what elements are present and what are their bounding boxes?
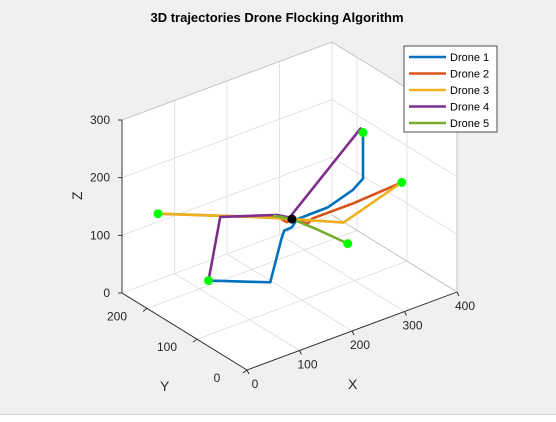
legend-entry-2: Drone 2 — [450, 69, 489, 81]
grid-x-floor — [174, 273, 300, 351]
series-line-4 — [207, 127, 362, 282]
y-tick-mark — [192, 338, 198, 343]
start-marker-5 — [343, 239, 353, 249]
grid-z-side — [331, 99, 458, 178]
x-tick-mark — [351, 330, 355, 336]
start-marker-2 — [397, 177, 407, 187]
box-edges — [121, 41, 458, 371]
z-tick-label: 100 — [90, 228, 110, 242]
grid-z-back — [121, 214, 333, 294]
y-tick-label: 100 — [157, 340, 177, 354]
grid-y-floor — [146, 230, 358, 309]
tick-labels: 0 100 200 300 400 0 100 200 0 100 200 300 — [90, 113, 475, 391]
z-axis-label: Z — [69, 191, 85, 200]
y-tick-mark — [242, 369, 248, 374]
x-tick-mark — [456, 291, 460, 297]
x-tick-mark — [246, 369, 250, 375]
series-line-1 — [207, 131, 365, 284]
center-marker — [287, 214, 297, 224]
x-axis-label: X — [348, 376, 358, 392]
series-line-5 — [272, 214, 350, 245]
start-markers — [153, 128, 407, 286]
legend[interactable]: Drone 1 Drone 2 Drone 3 Drone 4 Drone 5 — [403, 45, 498, 133]
x-tick-label: 0 — [252, 377, 259, 391]
grid-z-side — [331, 156, 458, 235]
legend-entry-5: Drone 5 — [450, 118, 489, 130]
z-tick-label: 200 — [90, 171, 110, 185]
box-floor-back — [331, 214, 458, 293]
y-axis-label: Y — [160, 378, 170, 394]
box-top-back — [121, 41, 333, 121]
grid-x-floor — [226, 253, 353, 332]
z-tick-label: 0 — [103, 286, 110, 300]
start-marker-3 — [153, 209, 163, 219]
grid-x-floor — [279, 234, 405, 312]
y-tick-label: 0 — [214, 371, 221, 385]
x-tick-label: 200 — [350, 338, 370, 352]
z-tick-label: 300 — [90, 113, 110, 127]
legend-entry-3: Drone 3 — [450, 85, 489, 97]
start-marker-1 — [358, 128, 368, 138]
x-tick-label: 400 — [455, 299, 475, 313]
x-tick-label: 300 — [402, 319, 422, 333]
x-tick-mark — [404, 311, 407, 316]
grid-y-floor — [196, 260, 408, 340]
grid-z-back — [121, 156, 333, 236]
y-axis-line — [121, 292, 248, 371]
grid-z-back — [121, 99, 333, 179]
status-strip — [0, 414, 556, 422]
y-tick-mark — [142, 308, 148, 312]
x-tick-label: 100 — [297, 358, 317, 372]
legend-entry-4: Drone 4 — [450, 102, 489, 114]
legend-entry-1: Drone 1 — [450, 52, 489, 64]
start-marker-4 — [204, 276, 213, 286]
chart-title: 3D trajectories Drone Flocking Algorithm — [150, 10, 403, 25]
x-tick-mark — [299, 350, 302, 355]
y-tick-label: 200 — [107, 309, 127, 323]
